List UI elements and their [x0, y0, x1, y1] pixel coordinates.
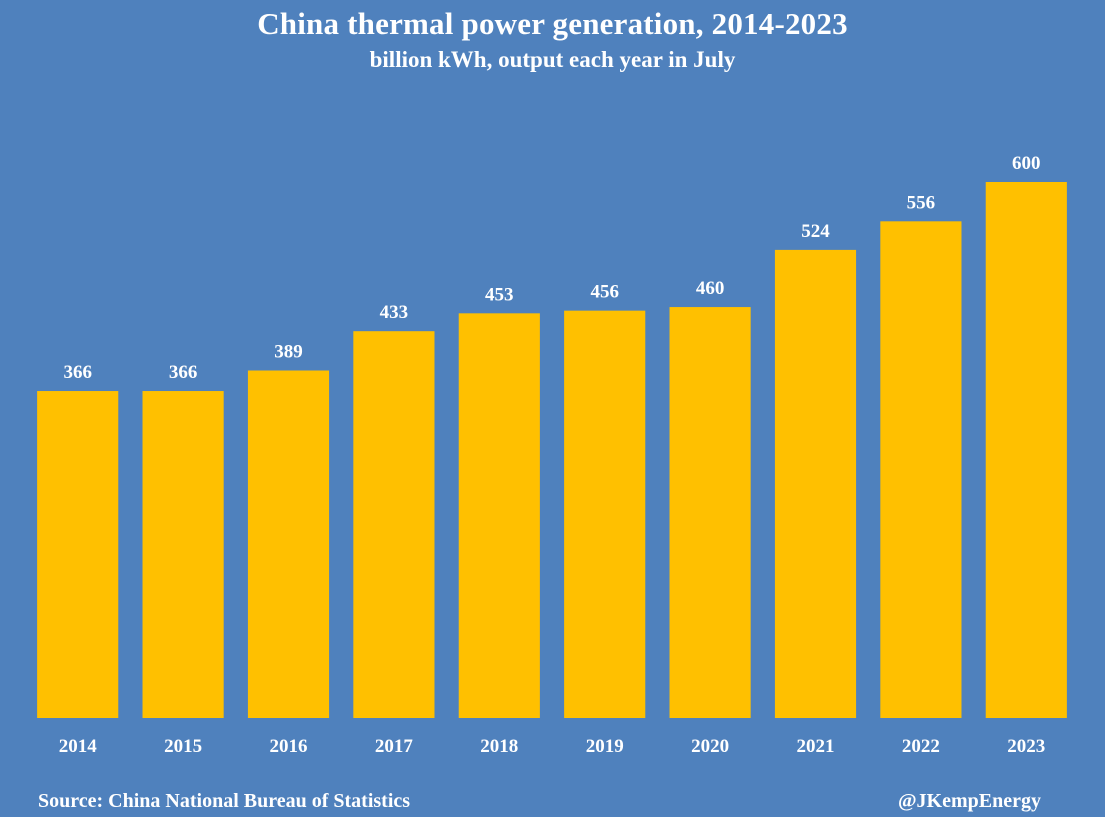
x-tick-label-2020: 2020 — [691, 736, 729, 757]
chart-subtitle: billion kWh, output each year in July — [369, 47, 736, 72]
author-credit: @JKempEnergy — [897, 790, 1041, 812]
x-tick-label-2015: 2015 — [164, 736, 202, 757]
bar-value-label-2019: 456 — [590, 282, 619, 303]
bars-group — [37, 182, 1067, 718]
bar-2021 — [774, 249, 857, 718]
x-tick-label-2021: 2021 — [797, 736, 835, 757]
bar-2016 — [247, 370, 330, 718]
bar-2018 — [458, 313, 540, 718]
x-tick-label-2022: 2022 — [902, 736, 940, 757]
bar-value-label-2022: 556 — [907, 192, 936, 213]
bar-value-label-2014: 366 — [63, 362, 92, 383]
bar-2019 — [564, 310, 646, 718]
chart-title: China thermal power generation, 2014-202… — [257, 6, 848, 41]
x-tick-label-2017: 2017 — [375, 736, 414, 757]
bar-value-label-2021: 524 — [801, 221, 830, 242]
bar-2017 — [353, 331, 435, 718]
bar-value-label-2020: 460 — [696, 278, 725, 299]
bar-value-label-2018: 453 — [485, 284, 514, 305]
bar-2015 — [142, 391, 224, 718]
x-tick-label-2018: 2018 — [480, 736, 518, 757]
x-axis-tick-labels-group: 2014 2015 2016 2017 2018 2019 2020 2021 2022 2023 — [59, 736, 1046, 757]
x-tick-label-2016: 2016 — [270, 736, 308, 757]
x-tick-label-2019: 2019 — [586, 736, 624, 757]
bar-value-label-2017: 433 — [380, 302, 409, 323]
bar-value-label-2016: 389 — [274, 341, 303, 362]
bar-2022 — [880, 221, 962, 718]
x-tick-label-2023: 2023 — [1007, 736, 1045, 757]
bar-2020 — [669, 307, 751, 718]
bar-value-labels-group: 366 366 389 433 453 456 460 524 556 600 — [63, 153, 1040, 383]
bar-value-label-2023: 600 — [1012, 153, 1041, 174]
x-tick-label-2014: 2014 — [59, 736, 98, 757]
source-note: Source: China National Bureau of Statist… — [38, 790, 411, 812]
bar-2014 — [37, 391, 119, 718]
bar-2023 — [985, 182, 1067, 718]
bar-value-label-2015: 366 — [169, 362, 198, 383]
